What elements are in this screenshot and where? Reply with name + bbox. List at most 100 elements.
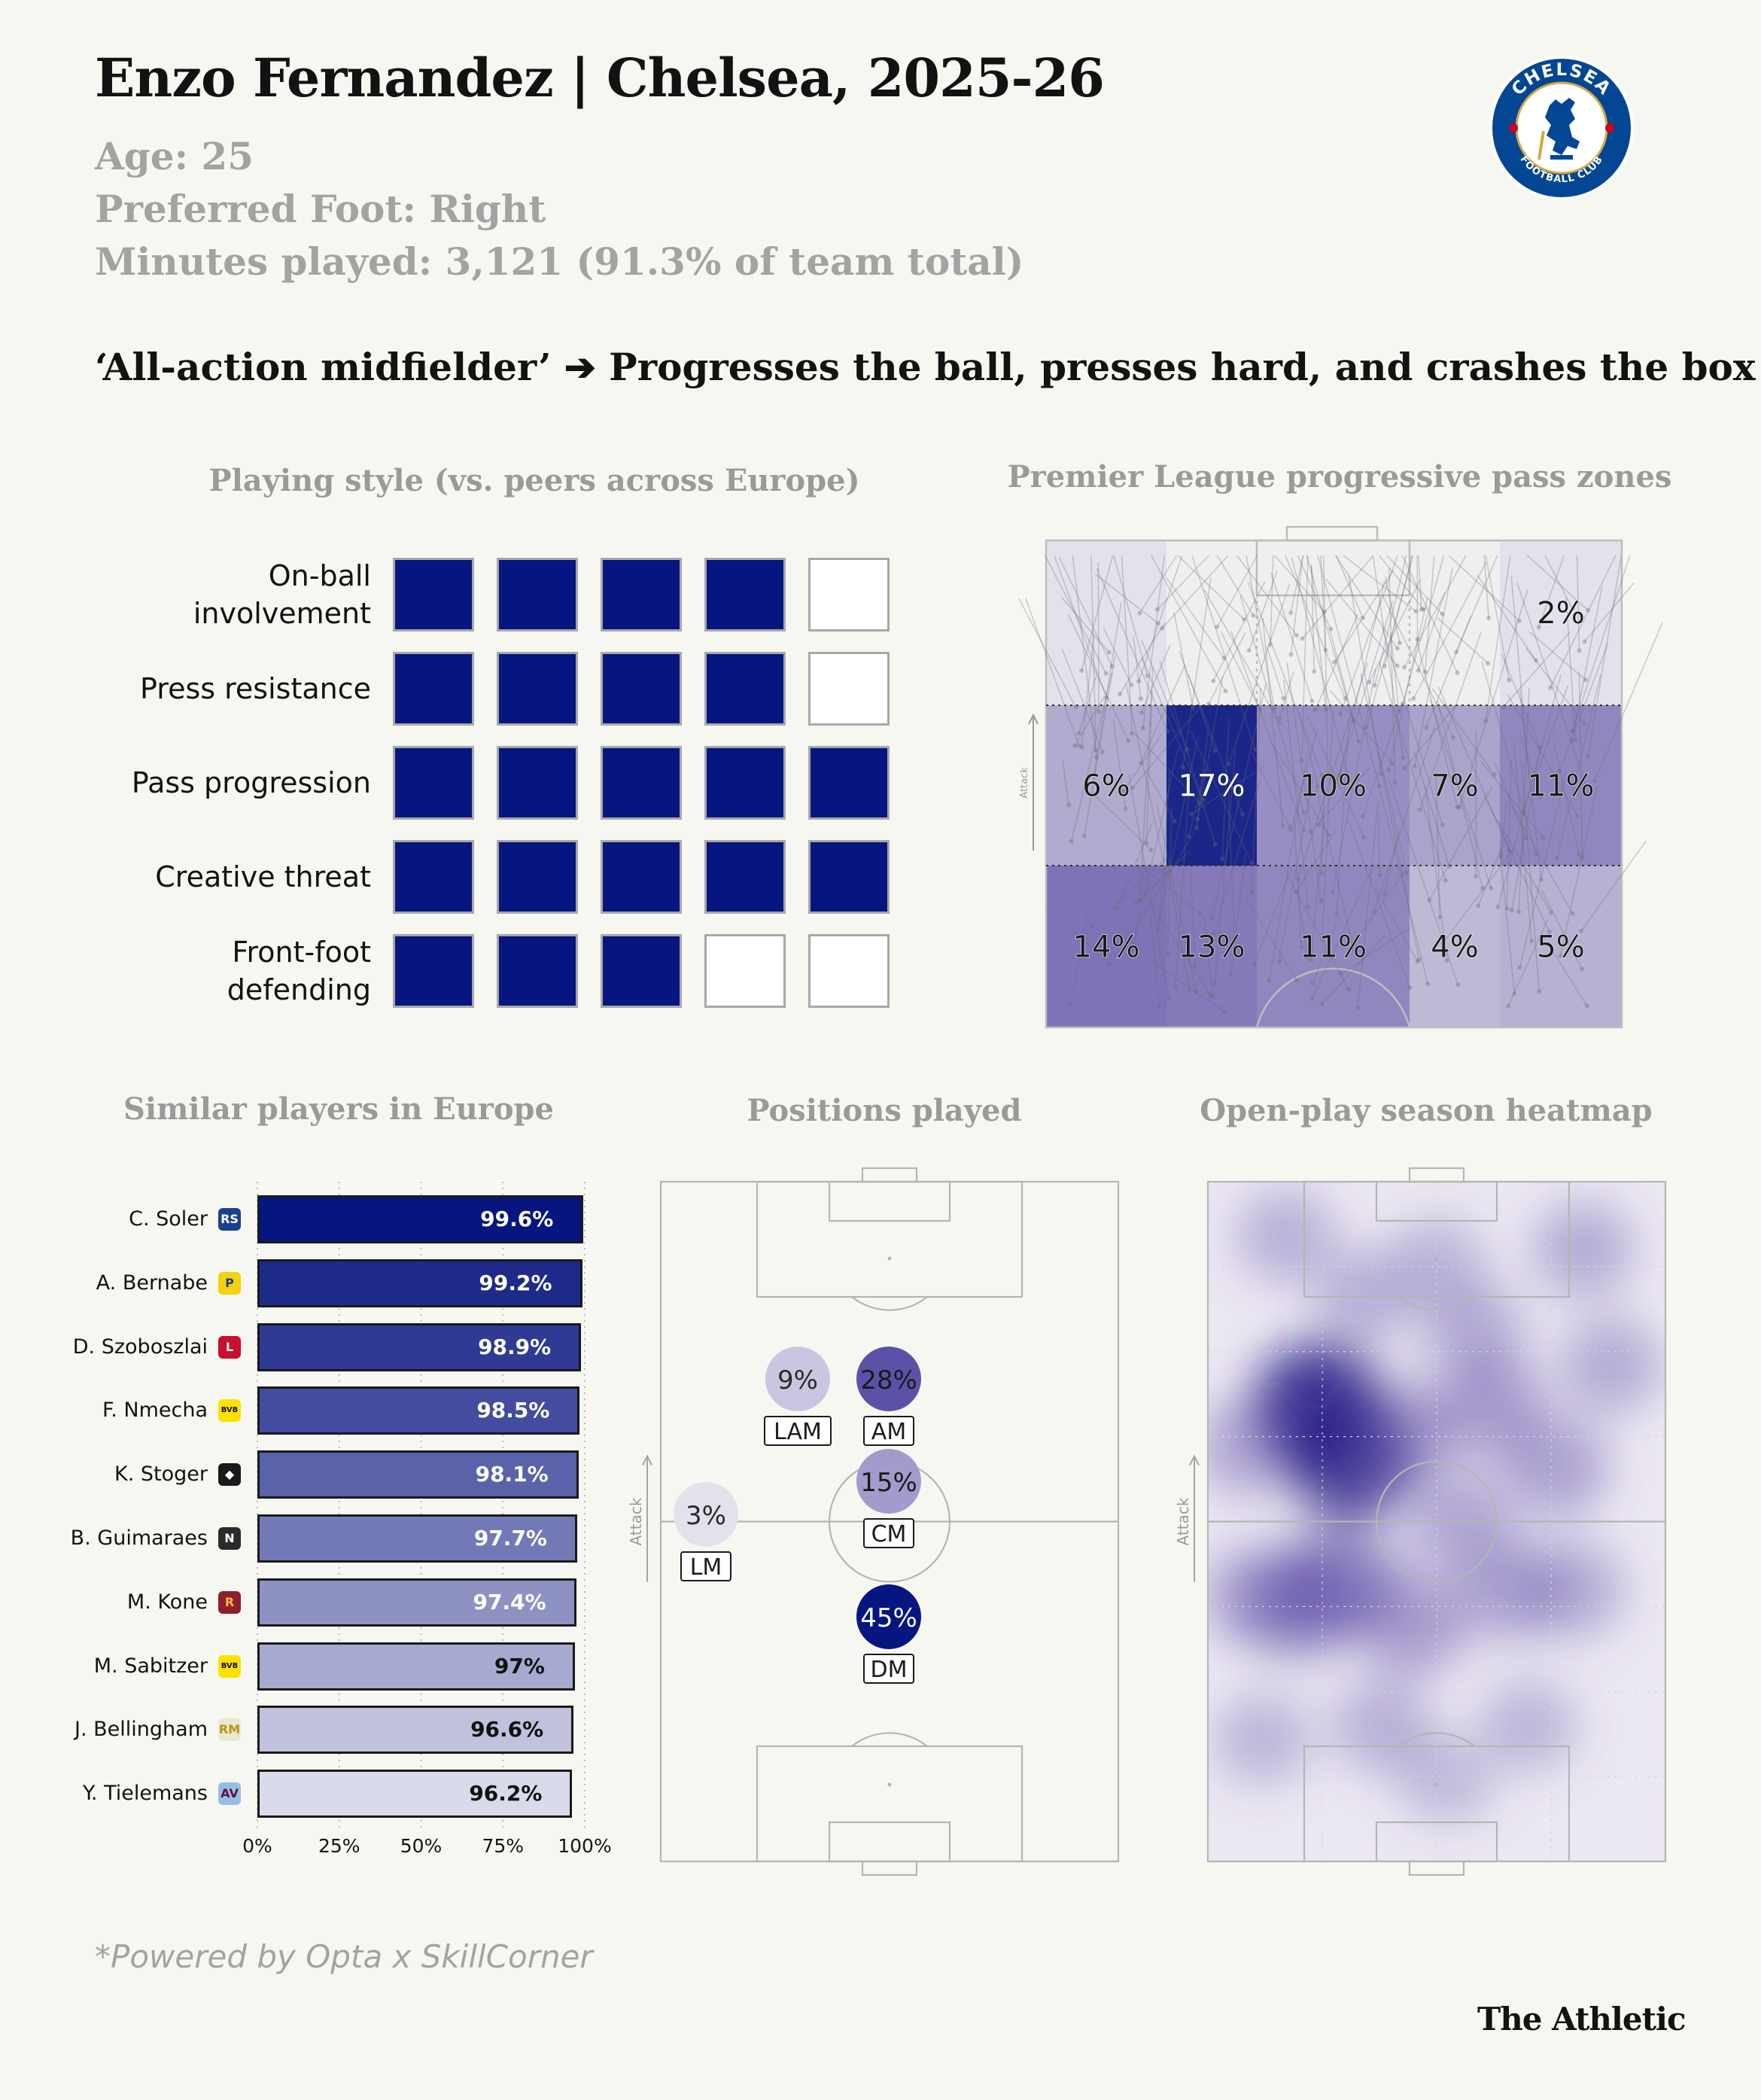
pass-arrow-origin [1139, 710, 1144, 715]
heatmap-density-blob [1287, 1398, 1412, 1523]
pass-arrow [1485, 555, 1511, 722]
pass-arrow-origin [1130, 785, 1136, 790]
club-badge-icon: RS [218, 1208, 241, 1231]
pass-arrow-origin [1322, 610, 1327, 614]
club-badge-icon: R [218, 1590, 241, 1614]
pass-arrow [1388, 597, 1428, 771]
pass-arrow [1058, 556, 1113, 667]
pass-arrow [1251, 687, 1261, 893]
heatmap-density-blob [1360, 1572, 1468, 1675]
pass-arrow [1262, 617, 1284, 826]
style-row-label: Press resistance [140, 670, 371, 708]
pass-arrow-origin [1268, 642, 1273, 647]
pass-arrow [1293, 815, 1303, 948]
pass-zone-cell [1500, 866, 1622, 1027]
style-square-filled [393, 558, 474, 632]
pass-arrow-origin [1309, 698, 1315, 704]
pass-arrow [1230, 631, 1305, 831]
pass-arrow-origin [1379, 772, 1384, 777]
position-bubble [765, 1347, 830, 1411]
pass-arrow-origin [1570, 729, 1575, 733]
pass-arrow-origin [1246, 648, 1252, 653]
pass-arrow [1278, 778, 1314, 962]
pass-arrow-origin [1534, 851, 1538, 857]
pass-arrow-origin [1570, 912, 1575, 916]
pass-arrow [1373, 555, 1407, 686]
style-row-label-line: Creative threat [155, 860, 371, 893]
pass-arrow [1494, 762, 1527, 839]
pass-arrow [1522, 685, 1569, 813]
pass-arrow [1311, 872, 1371, 1000]
pass-arrow [1139, 864, 1200, 914]
position-code-label: LAM [774, 1419, 822, 1445]
pass-arrow-origin [1144, 841, 1149, 846]
pass-arrow-origin [1520, 810, 1525, 815]
pass-arrow [1348, 576, 1382, 775]
pass-arrow [1074, 695, 1106, 747]
similar-player-value: 99.6% [480, 1207, 554, 1231]
pitch-penalty-spot-bottom [1434, 1782, 1439, 1787]
pass-arrow [1081, 635, 1095, 747]
pass-arrow-origin [1137, 898, 1142, 903]
pass-arrow [1131, 747, 1179, 950]
pass-zone-label: 11% [1528, 769, 1595, 804]
pass-arrow [1061, 648, 1103, 753]
pass-arrow-origin [1300, 636, 1305, 641]
pass-arrow-origin [1220, 856, 1225, 861]
pass-arrow-origin [1277, 715, 1282, 720]
playing-style-title: Playing style (vs. peers across Europe) [208, 463, 860, 498]
style-square-filled [497, 746, 578, 820]
pass-attack-label: Attack [1019, 767, 1030, 799]
pass-arrow [1286, 875, 1350, 990]
similar-player-name: Y. Tielemans [82, 1782, 208, 1806]
heatmap-density-blob [1479, 1679, 1577, 1772]
pass-arrow-origin [1277, 720, 1282, 726]
pass-arrow-origin [1212, 842, 1218, 848]
similar-x-tick: 0% [242, 1835, 272, 1857]
pass-arrow-origin [1258, 707, 1262, 712]
style-row-label-line: Front-foot [232, 936, 371, 969]
pass-zone-cell [1410, 705, 1500, 866]
pass-arrow [1378, 555, 1425, 610]
pass-arrow-origin [1133, 900, 1139, 905]
pass-arrow [1340, 927, 1412, 975]
heatmap-density-blob [1559, 1316, 1662, 1414]
pass-arrow-origin [1326, 832, 1331, 838]
pass-arrow-origin [1339, 971, 1343, 976]
position-code-box [764, 1416, 832, 1446]
pass-arrow-origin [1319, 871, 1324, 876]
position-code-box [863, 1654, 914, 1684]
pass-arrow-origin [1222, 1009, 1227, 1015]
pass-zone-cell [1046, 866, 1166, 1027]
pitch-centre-circle [828, 1460, 951, 1583]
pass-arrow [1239, 595, 1305, 814]
pass-arrow-origin [1288, 828, 1294, 833]
pass-arrow [1236, 555, 1297, 636]
pass-arrow-origin [1402, 765, 1407, 771]
pass-arrow-origin [1512, 991, 1517, 997]
pass-arrow-origin [1301, 810, 1306, 815]
pass-zone-label: 11% [1300, 930, 1367, 965]
pitch-penalty-arc-bottom [851, 1732, 928, 1747]
pass-arrow [1116, 820, 1154, 909]
pass-arrow-origin [1091, 772, 1096, 778]
pass-arrow-origin [1180, 765, 1185, 770]
pass-arrow [1518, 687, 1530, 912]
pass-arrow [1357, 800, 1379, 1009]
pass-arrow [1159, 660, 1216, 845]
similar-x-tick: 25% [318, 1835, 360, 1857]
style-square-empty [704, 934, 786, 1008]
pass-arrow-origin [1443, 878, 1448, 883]
pass-arrow [1520, 761, 1540, 992]
pass-arrow-origin [1504, 906, 1510, 912]
pass-arrow-origin [1382, 664, 1387, 668]
style-square-filled [497, 652, 578, 726]
heatmap-density-blob [1313, 1250, 1413, 1345]
pass-arrow [1519, 772, 1567, 968]
pass-arrow [1437, 700, 1483, 889]
pitch-goal-bottom [861, 1860, 918, 1876]
pass-arrow [1161, 555, 1229, 629]
pass-arrow [1252, 752, 1291, 828]
brand-logo: The Athletic [1477, 2001, 1686, 2038]
pass-arrow [1103, 627, 1133, 686]
